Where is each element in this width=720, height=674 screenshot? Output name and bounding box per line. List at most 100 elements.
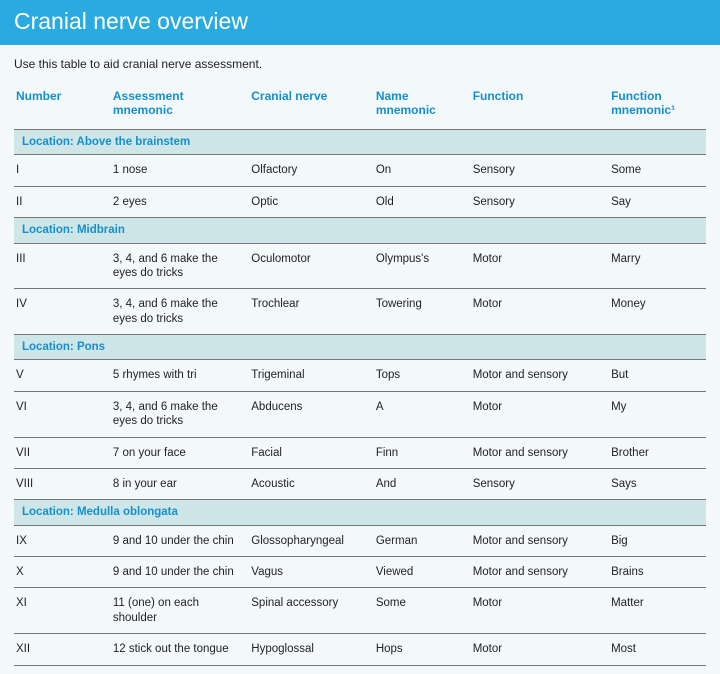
cell-function: Motor bbox=[471, 243, 609, 289]
cell-function: Motor and sensory bbox=[471, 437, 609, 468]
content-wrap: Use this table to aid cranial nerve asse… bbox=[0, 45, 720, 674]
cell-func-mn: Matter bbox=[609, 588, 706, 634]
cell-function: Motor bbox=[471, 634, 609, 665]
cell-assess: 9 and 10 under the chin bbox=[111, 525, 249, 556]
cell-function: Motor bbox=[471, 289, 609, 335]
table-row: XII12 stick out the tongueHypoglossalHop… bbox=[14, 634, 706, 665]
col-assess-mnemonic: Assessment mnemonic bbox=[111, 85, 249, 130]
cell-func-mn: But bbox=[609, 360, 706, 391]
col-name-mnemonic: Name mnemonic bbox=[374, 85, 471, 130]
table-row: VIII8 in your earAcousticAndSensorySays bbox=[14, 468, 706, 499]
cell-function: Sensory bbox=[471, 155, 609, 186]
cell-name-mn: Some bbox=[374, 588, 471, 634]
cell-nerve: Glossopharyngeal bbox=[249, 525, 374, 556]
cell-number: XII bbox=[14, 634, 111, 665]
cell-function: Motor and sensory bbox=[471, 360, 609, 391]
cell-func-mn: Says bbox=[609, 468, 706, 499]
cell-func-mn: Say bbox=[609, 186, 706, 217]
cell-name-mn: Tops bbox=[374, 360, 471, 391]
cell-nerve: Acoustic bbox=[249, 468, 374, 499]
cell-number: I bbox=[14, 155, 111, 186]
cell-number: IX bbox=[14, 525, 111, 556]
table-row: V5 rhymes with triTrigeminalTopsMotor an… bbox=[14, 360, 706, 391]
table-row: III3, 4, and 6 make the eyes do tricksOc… bbox=[14, 243, 706, 289]
cell-assess: 9 and 10 under the chin bbox=[111, 557, 249, 588]
table-row: IV3, 4, and 6 make the eyes do tricksTro… bbox=[14, 289, 706, 335]
cell-func-mn: Some bbox=[609, 155, 706, 186]
table-row: II2 eyesOpticOldSensorySay bbox=[14, 186, 706, 217]
cell-func-mn: Most bbox=[609, 634, 706, 665]
section-label: Location: Midbrain bbox=[14, 218, 706, 243]
cell-function: Sensory bbox=[471, 468, 609, 499]
cell-name-mn: And bbox=[374, 468, 471, 499]
cell-name-mn: A bbox=[374, 391, 471, 437]
cell-number: VII bbox=[14, 437, 111, 468]
intro-text: Use this table to aid cranial nerve asse… bbox=[14, 57, 706, 71]
page-title: Cranial nerve overview bbox=[0, 0, 720, 45]
cell-number: IV bbox=[14, 289, 111, 335]
cell-assess: 3, 4, and 6 make the eyes do tricks bbox=[111, 289, 249, 335]
cell-number: XI bbox=[14, 588, 111, 634]
cell-name-mn: Old bbox=[374, 186, 471, 217]
cell-number: VIII bbox=[14, 468, 111, 499]
cell-nerve: Hypoglossal bbox=[249, 634, 374, 665]
table-row: VII7 on your faceFacialFinnMotor and sen… bbox=[14, 437, 706, 468]
cell-nerve: Abducens bbox=[249, 391, 374, 437]
table-row: VI3, 4, and 6 make the eyes do tricksAbd… bbox=[14, 391, 706, 437]
cell-number: II bbox=[14, 186, 111, 217]
cell-function: Motor and sensory bbox=[471, 557, 609, 588]
cell-function: Sensory bbox=[471, 186, 609, 217]
cell-name-mn: Towering bbox=[374, 289, 471, 335]
table-row: X9 and 10 under the chinVagusViewedMotor… bbox=[14, 557, 706, 588]
table-header-row: Number Assessment mnemonic Cranial nerve… bbox=[14, 85, 706, 130]
cell-number: X bbox=[14, 557, 111, 588]
cell-nerve: Oculomotor bbox=[249, 243, 374, 289]
cell-name-mn: Viewed bbox=[374, 557, 471, 588]
cell-nerve: Trochlear bbox=[249, 289, 374, 335]
cell-name-mn: Finn bbox=[374, 437, 471, 468]
col-function: Function bbox=[471, 85, 609, 130]
cell-number: VI bbox=[14, 391, 111, 437]
cell-assess: 3, 4, and 6 make the eyes do tricks bbox=[111, 243, 249, 289]
section-header: Location: Midbrain bbox=[14, 218, 706, 243]
cell-nerve: Facial bbox=[249, 437, 374, 468]
section-header: Location: Above the brainstem bbox=[14, 130, 706, 155]
cell-name-mn: Olympus's bbox=[374, 243, 471, 289]
cell-assess: 5 rhymes with tri bbox=[111, 360, 249, 391]
cell-func-mn: Big bbox=[609, 525, 706, 556]
cell-assess: 3, 4, and 6 make the eyes do tricks bbox=[111, 391, 249, 437]
cell-func-mn: Marry bbox=[609, 243, 706, 289]
cell-func-mn: Brains bbox=[609, 557, 706, 588]
cell-assess: 12 stick out the tongue bbox=[111, 634, 249, 665]
cell-nerve: Vagus bbox=[249, 557, 374, 588]
section-header: Location: Pons bbox=[14, 335, 706, 360]
cranial-nerve-table: Number Assessment mnemonic Cranial nerve… bbox=[14, 85, 706, 666]
cell-function: Motor bbox=[471, 588, 609, 634]
cell-assess: 8 in your ear bbox=[111, 468, 249, 499]
col-number: Number bbox=[14, 85, 111, 130]
cell-name-mn: Hops bbox=[374, 634, 471, 665]
cell-name-mn: German bbox=[374, 525, 471, 556]
section-label: Location: Medulla oblongata bbox=[14, 500, 706, 525]
cell-assess: 7 on your face bbox=[111, 437, 249, 468]
cell-nerve: Spinal accessory bbox=[249, 588, 374, 634]
cell-function: Motor bbox=[471, 391, 609, 437]
table-row: XI11 (one) on each shoulderSpinal access… bbox=[14, 588, 706, 634]
cell-nerve: Olfactory bbox=[249, 155, 374, 186]
cell-assess: 11 (one) on each shoulder bbox=[111, 588, 249, 634]
section-label: Location: Above the brainstem bbox=[14, 130, 706, 155]
cell-function: Motor and sensory bbox=[471, 525, 609, 556]
cell-func-mn: Money bbox=[609, 289, 706, 335]
cell-nerve: Optic bbox=[249, 186, 374, 217]
cell-name-mn: On bbox=[374, 155, 471, 186]
col-cranial-nerve: Cranial nerve bbox=[249, 85, 374, 130]
cell-func-mn: My bbox=[609, 391, 706, 437]
cell-nerve: Trigeminal bbox=[249, 360, 374, 391]
table-row: IX9 and 10 under the chinGlossopharyngea… bbox=[14, 525, 706, 556]
cell-number: III bbox=[14, 243, 111, 289]
table-row: I1 noseOlfactoryOnSensorySome bbox=[14, 155, 706, 186]
cell-number: V bbox=[14, 360, 111, 391]
cell-assess: 2 eyes bbox=[111, 186, 249, 217]
section-header: Location: Medulla oblongata bbox=[14, 500, 706, 525]
col-func-mnemonic: Function mnemonic¹ bbox=[609, 85, 706, 130]
